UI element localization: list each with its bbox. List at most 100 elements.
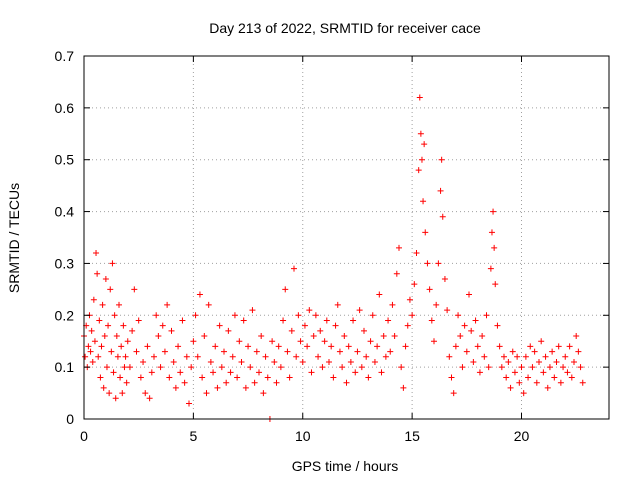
data-point-marker	[105, 322, 112, 329]
x-tick-label: 15	[404, 428, 420, 444]
data-point-marker	[199, 374, 206, 381]
data-point-marker	[431, 338, 437, 345]
data-point-marker	[301, 322, 308, 329]
data-point-marker	[116, 301, 122, 308]
data-point-marker	[280, 317, 287, 324]
data-point-marker	[577, 364, 584, 371]
data-point-marker	[418, 156, 425, 163]
data-point-marker	[448, 374, 455, 381]
data-point-marker	[481, 353, 488, 360]
data-point-marker	[474, 343, 481, 350]
data-point-marker	[122, 353, 129, 360]
data-point-marker	[306, 307, 313, 314]
data-point-marker	[113, 333, 120, 340]
data-point-marker	[503, 374, 510, 381]
data-point-marker	[328, 343, 335, 350]
data-point-marker	[415, 167, 422, 174]
data-point-marker	[161, 348, 168, 355]
x-tick-label: 20	[514, 428, 530, 444]
data-point-marker	[518, 364, 525, 371]
data-point-marker	[234, 374, 241, 381]
data-point-marker	[420, 198, 427, 205]
y-tick-label: 0.4	[55, 204, 75, 220]
data-point-marker	[148, 369, 155, 376]
data-point-marker	[426, 286, 433, 293]
data-point-marker	[96, 317, 103, 324]
data-point-marker	[367, 338, 374, 345]
data-point-marker	[277, 364, 284, 371]
data-point-marker	[225, 327, 232, 334]
data-point-marker	[555, 343, 562, 350]
axis-ticks: 0 5 10 15 20 0 0.1 0.2 0.3 0.4 0.5 0.6 0.7	[55, 48, 609, 444]
data-point-marker	[479, 333, 486, 340]
data-point-marker	[496, 343, 503, 350]
y-tick-label: 0.2	[55, 307, 75, 323]
data-point-marker	[109, 260, 116, 267]
data-point-marker	[334, 301, 341, 308]
data-point-marker	[179, 317, 186, 324]
data-point-marker	[126, 364, 133, 371]
data-point-marker	[121, 364, 128, 371]
data-point-marker	[192, 312, 199, 319]
data-point-marker	[146, 395, 153, 402]
data-point-marker	[97, 374, 104, 381]
data-point-marker	[404, 322, 411, 329]
data-point-marker	[238, 358, 245, 365]
data-point-marker	[108, 348, 115, 355]
data-point-marker	[201, 333, 208, 340]
data-point-marker	[326, 358, 332, 365]
data-point-marker	[207, 358, 214, 365]
data-point-marker	[112, 395, 119, 402]
x-tick-label: 10	[295, 428, 311, 444]
x-tick-label: 5	[189, 428, 197, 444]
data-point-marker	[218, 364, 225, 371]
data-point-marker	[466, 291, 472, 298]
data-point-marker	[509, 348, 516, 355]
data-point-marker	[131, 286, 138, 293]
data-point-marker	[186, 400, 192, 407]
data-point-marker	[516, 379, 523, 386]
data-point-marker	[123, 379, 130, 386]
data-point-marker	[288, 327, 295, 334]
data-point-marker	[380, 333, 387, 340]
data-point-marker	[488, 229, 495, 236]
data-point-marker	[242, 384, 249, 391]
data-point-marker	[157, 364, 164, 371]
data-point-marker	[190, 338, 197, 345]
data-point-marker	[472, 317, 479, 324]
data-point-marker	[82, 353, 89, 360]
data-point-marker	[557, 379, 564, 386]
data-point-marker	[444, 307, 451, 314]
data-point-marker	[336, 348, 343, 355]
data-point-marker	[529, 364, 536, 371]
data-point-marker	[417, 130, 424, 137]
data-points	[81, 94, 586, 422]
data-point-marker	[350, 317, 357, 324]
data-point-marker	[144, 343, 151, 350]
data-point-marker	[511, 369, 518, 376]
data-point-marker	[229, 353, 236, 360]
data-point-marker	[421, 141, 428, 148]
data-point-marker	[221, 348, 227, 355]
data-point-marker	[540, 369, 547, 376]
data-point-marker	[354, 348, 361, 355]
data-point-marker	[396, 244, 402, 251]
data-point-marker	[253, 348, 260, 355]
data-point-marker	[494, 322, 501, 329]
grid-lines	[84, 56, 609, 419]
data-point-marker	[117, 374, 124, 381]
data-point-marker	[304, 343, 311, 350]
data-point-marker	[269, 338, 276, 345]
data-point-marker	[291, 265, 297, 272]
data-point-marker	[544, 384, 551, 391]
data-point-marker	[536, 358, 542, 365]
data-point-marker	[212, 343, 219, 350]
data-point-marker	[352, 369, 359, 376]
data-point-marker	[459, 364, 466, 371]
plot-frame	[83, 55, 610, 420]
data-point-marker	[133, 348, 140, 355]
data-point-marker	[93, 250, 100, 257]
data-point-marker	[137, 374, 144, 381]
data-point-marker	[89, 358, 96, 365]
data-point-marker	[102, 275, 109, 282]
